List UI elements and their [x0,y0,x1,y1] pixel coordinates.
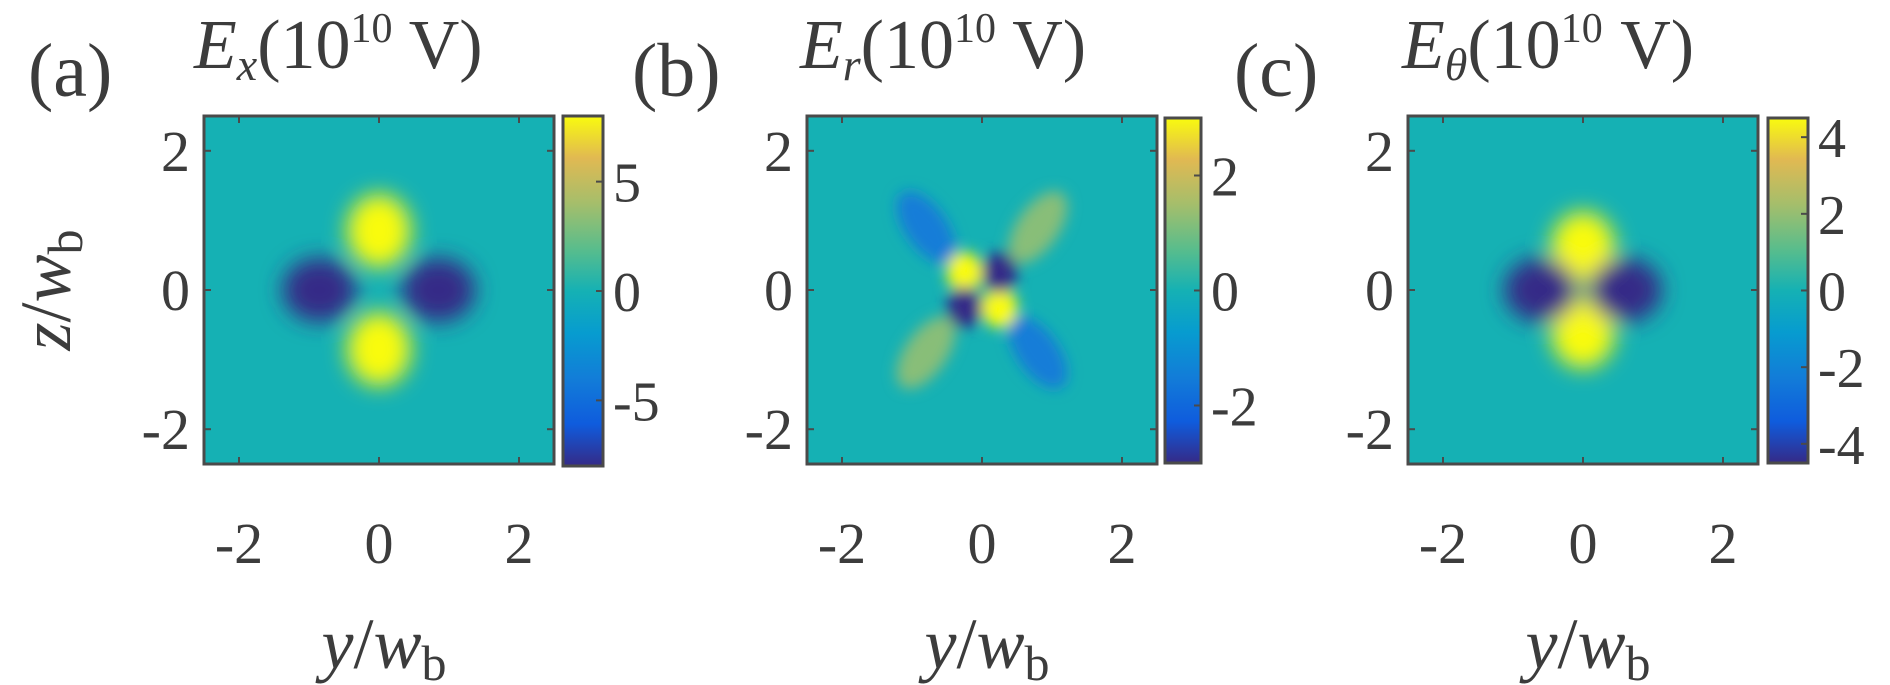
heatmap-background [204,116,554,464]
colorbar-tick-label: -2 [1818,338,1865,400]
panel-title: Ex(1010 V) [193,6,483,90]
y-tick-label: 0 [764,258,793,323]
heatmap-lobe [981,286,1018,329]
heatmap-lobe [896,316,956,389]
heatmap-lobe [347,312,411,386]
heatmap-lobe [282,258,357,322]
x-tick-label: 2 [505,511,534,576]
y-tick-label: -2 [1346,397,1394,462]
heatmap-lobe [946,286,983,329]
heatmap-lobe [347,194,411,268]
x-axis-label: y/wb [314,604,446,685]
panel-c: -2 0 2 -2 0 2 -4 -2 0 2 4 (c) Eθ(1010 V) y/wb [1234,6,1865,685]
colorbar-tick-label: 0 [613,262,641,324]
y-tick-label: 2 [764,119,793,184]
colorbar-tick-label: -2 [1211,377,1258,439]
x-axis-label: y/wb [917,604,1049,685]
panel-label: (c) [1234,29,1318,113]
heatmap-lobe [1551,211,1615,286]
heatmap-lobe [1008,191,1068,264]
x-tick-label: 0 [1569,511,1598,576]
x-tick-label: 0 [968,511,997,576]
heatmap-lobe [1008,316,1068,389]
colorbar-tick-label: 2 [1818,185,1846,247]
x-tick-label: -2 [818,511,866,576]
y-tick-label: -2 [745,397,793,462]
x-tick-label: -2 [1419,511,1467,576]
colorbar-tick-label: -4 [1818,415,1865,477]
colorbar-tick-label: -5 [613,371,660,433]
panel-a: -2 0 2 -2 0 2 -5 0 5 (a) Ex(1010 V) y/wb z/wb [6,6,660,685]
x-tick-label: 2 [1709,511,1738,576]
y-tick-label: 2 [161,119,190,184]
x-tick-label: 2 [1108,511,1137,576]
panel-title: Eθ(1010 V) [1401,6,1694,90]
colorbar-tick-label: 2 [1211,147,1239,209]
y-tick-label: 2 [1365,119,1394,184]
heatmap-lobe [401,258,476,322]
heatmap-lobe [1551,294,1615,369]
colorbar-tick-label: 5 [613,153,641,215]
heatmap-lobe [946,251,983,294]
panel-label: (b) [632,29,721,113]
heatmap-background [1408,116,1758,464]
x-tick-label: 0 [365,511,394,576]
y-tick-label: 0 [161,258,190,323]
panel-title: Er(1010 V) [799,6,1086,90]
x-axis-label: y/wb [1518,604,1650,685]
heatmap-lobe [1588,258,1662,322]
x-tick-label: -2 [215,511,263,576]
heatmap-background [807,116,1157,464]
colorbar-tick-label: 0 [1211,262,1239,324]
y-axis-label: z/wb [6,229,93,351]
panel-b: -2 0 2 -2 0 2 -2 0 2 (b) Er(1010 V) y/wb [632,6,1258,685]
heatmap-lobe [1504,258,1578,322]
panel-label: (a) [28,29,112,113]
y-tick-label: 0 [1365,258,1394,323]
colorbar-tick-label: 4 [1818,108,1846,170]
heatmap-lobe [896,191,956,264]
y-tick-label: -2 [142,397,190,462]
colorbar-tick-label: 0 [1818,262,1846,324]
heatmap-lobe [981,251,1018,294]
